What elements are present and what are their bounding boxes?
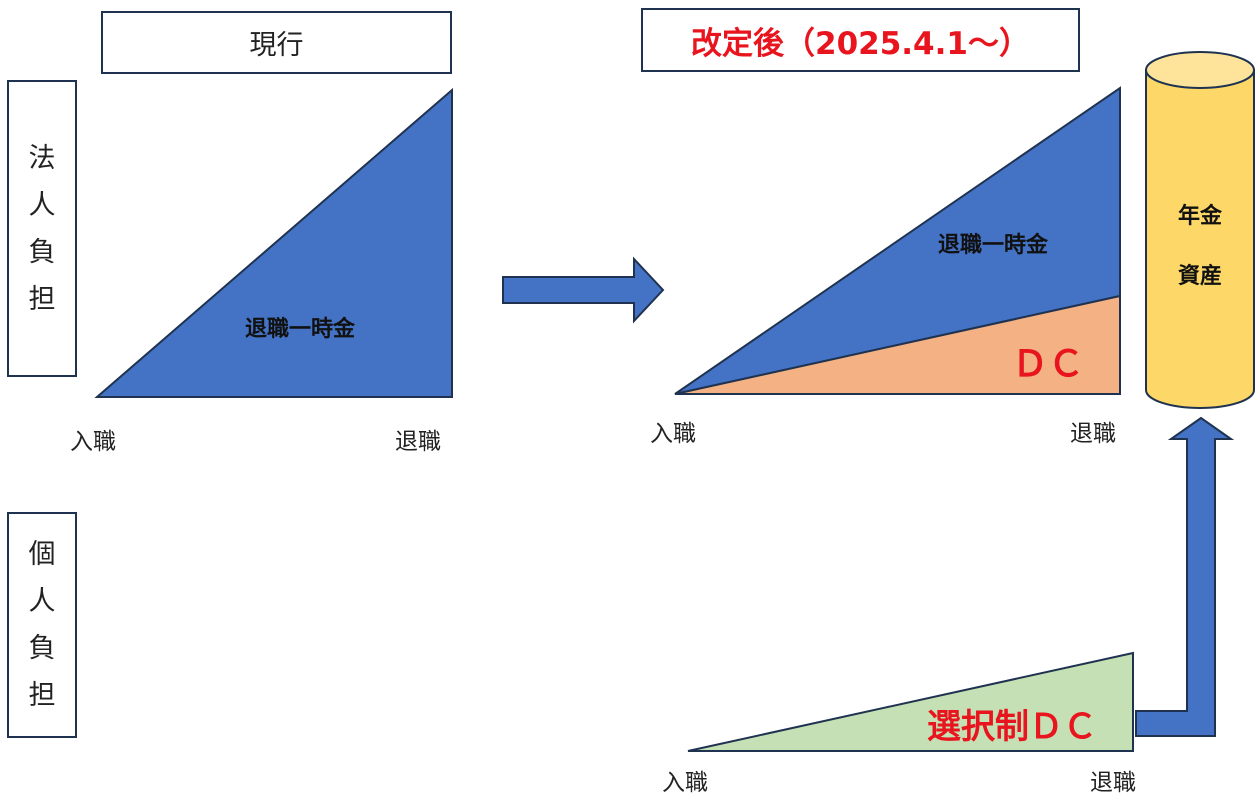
current-join-label: 入職	[70, 429, 116, 455]
contribution-arrow	[1135, 416, 1235, 737]
individual-burden-char: 個	[28, 539, 56, 570]
transition-arrow	[502, 256, 665, 324]
current-lump-sum-triangle	[94, 87, 453, 398]
individual-burden-char: 人	[28, 586, 56, 617]
pension-assets-cylinder	[1145, 51, 1255, 409]
individual-burden-char: 負	[28, 633, 56, 664]
corporate-burden-char: 法	[28, 142, 56, 174]
selective-dc-label: 選択制ＤＣ	[927, 707, 1097, 747]
corporate-burden-char: 担	[28, 283, 56, 315]
individual-burden-label	[7, 512, 77, 738]
revised-lump-sum-label: 退職一時金	[938, 232, 1049, 258]
revised-dc-area	[674, 294, 1121, 395]
selective-retire-label: 退職	[1090, 770, 1136, 796]
individual-burden-char: 担	[28, 680, 56, 711]
corporate-burden-text: 法人負担	[7, 80, 77, 377]
pension-assets-label-1: 年金	[1178, 203, 1223, 229]
revised-join-label: 入職	[650, 421, 696, 447]
revised-dc-label: ＤＣ	[1012, 344, 1084, 385]
corporate-burden-char: 負	[28, 236, 56, 268]
current-header-text: 現行	[249, 30, 304, 61]
current-lump-sum-label: 退職一時金	[245, 316, 356, 342]
corporate-burden-char: 人	[28, 189, 56, 221]
selective-dc-triangle	[687, 651, 1134, 752]
revised-retire-label: 退職	[1070, 421, 1116, 447]
revised-header-text: 改定後（2025.4.1～）	[691, 25, 1030, 62]
current-header: 現行	[101, 11, 452, 74]
individual-burden-text: 個人負担	[7, 512, 77, 738]
pension-assets-label-2: 資産	[1178, 263, 1222, 289]
corporate-burden-label	[7, 80, 77, 377]
current-retire-label: 退職	[395, 429, 441, 455]
selective-join-label: 入職	[662, 770, 708, 796]
revised-header: 改定後（2025.4.1～）	[641, 8, 1080, 72]
